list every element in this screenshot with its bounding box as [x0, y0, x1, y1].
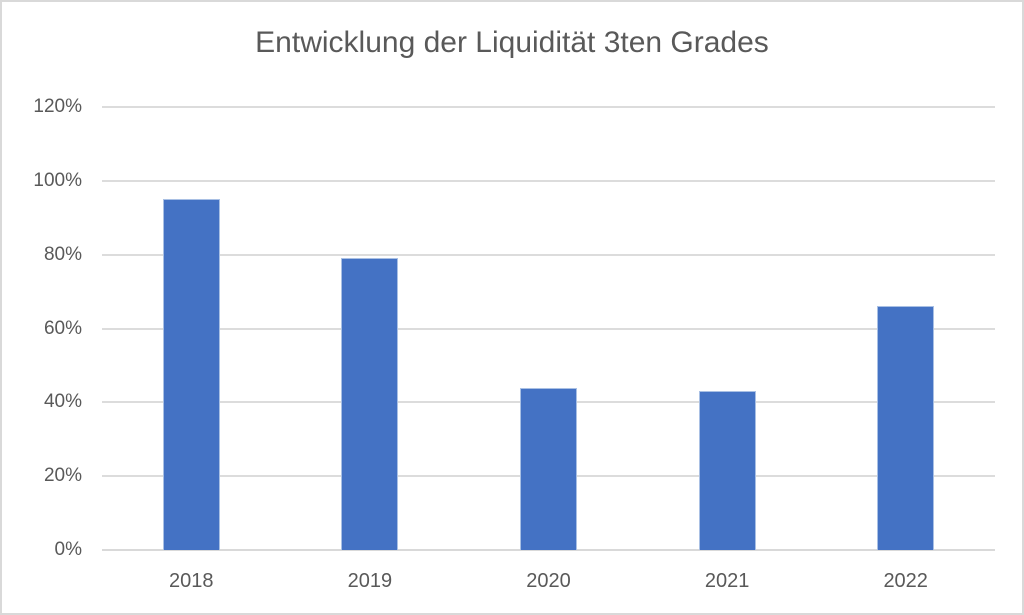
y-tick-label-20: 20% [43, 465, 82, 487]
x-tick-label-2021: 2021 [704, 570, 750, 592]
gridline-100 [102, 179, 995, 182]
y-tick-label-0: 0% [54, 539, 82, 560]
chart-title: Entwicklung der Liquidität 3ten Grades [255, 26, 769, 59]
bar-2020 [520, 387, 577, 550]
gridline-120 [102, 106, 995, 108]
y-tick-label-80: 80% [43, 243, 82, 265]
bar-2018 [162, 199, 220, 550]
y-tick-label-60: 60% [43, 317, 82, 339]
y-tick-label-40: 40% [43, 391, 82, 413]
bar-2019 [341, 258, 399, 550]
x-tick-label-2020: 2020 [526, 570, 571, 592]
bar-2021 [698, 391, 756, 550]
gridline-80 [102, 253, 995, 256]
x-axis-line [102, 549, 995, 551]
y-tick-label-120: 120% [33, 96, 82, 117]
gridline-60 [102, 327, 995, 330]
x-tick-label-2022: 2022 [883, 570, 928, 592]
x-tick-label-2018: 2018 [169, 570, 214, 592]
y-tick-label-100: 100% [33, 169, 82, 191]
x-tick-label-2019: 2019 [347, 570, 393, 592]
bar-2022 [877, 306, 935, 550]
